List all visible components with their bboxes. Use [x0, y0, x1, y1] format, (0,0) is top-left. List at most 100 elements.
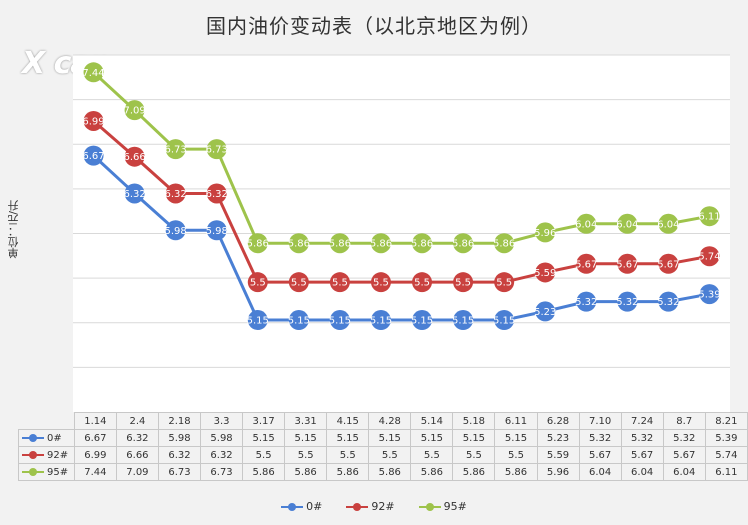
data-label: 5.15 [329, 316, 351, 327]
tick-label: 3.17 [242, 412, 286, 430]
data-point [535, 222, 556, 243]
data-label: 6.73 [206, 145, 228, 156]
table-cell: 5.15 [452, 429, 496, 447]
table-cell: 6.04 [620, 463, 664, 481]
data-point [617, 253, 638, 274]
tick-label: 8.21 [704, 412, 748, 430]
data-label: 5.67 [575, 259, 597, 270]
data-label: 5.86 [452, 239, 474, 250]
table-cell: 5.15 [326, 429, 370, 447]
table-cell: 5.5 [242, 446, 286, 464]
data-label: 6.04 [616, 219, 638, 230]
data-point [535, 262, 556, 283]
data-point [370, 233, 391, 254]
table-cell: 5.67 [620, 446, 664, 464]
table-row: 0# 6.67 6.32 5.98 5.98 5.15 5.15 5.15 5.15 5.15 5.… [18, 429, 748, 447]
table-cell: 6.11 [704, 463, 748, 481]
data-point [206, 183, 227, 204]
table-cell: 6.04 [578, 463, 622, 481]
table-cell: 5.67 [662, 446, 706, 464]
table-cell: 5.15 [284, 429, 328, 447]
data-label: 5.23 [534, 307, 556, 318]
tick-label: 5.14 [410, 412, 454, 430]
tick-label: 2.4 [115, 412, 159, 430]
data-point [370, 310, 391, 331]
data-point [124, 146, 145, 167]
data-point [658, 213, 679, 234]
tick-label: 6.28 [536, 412, 580, 430]
table-cell: 5.32 [662, 429, 706, 447]
data-point [576, 213, 597, 234]
series-name-cell: 0# [18, 429, 75, 447]
legend-key-icon [22, 433, 44, 442]
series-name: 95# [47, 466, 69, 478]
data-table: 1.14 2.4 2.18 3.3 3.17 3.31 4.15 4.28 5.14 5.18 6.… [18, 412, 748, 481]
data-label: 5.74 [698, 252, 720, 263]
legend-label: 0# [306, 500, 323, 513]
table-cell: 5.59 [536, 446, 580, 464]
table-cell: 6.66 [115, 446, 159, 464]
data-point [83, 110, 104, 131]
data-label: 6.11 [698, 212, 720, 223]
data-point [329, 233, 350, 254]
legend-key-icon [418, 503, 441, 511]
table-cell: 5.5 [284, 446, 328, 464]
data-point [576, 291, 597, 312]
data-point [247, 233, 268, 254]
table-cell: 5.86 [452, 463, 496, 481]
table-cell: 6.32 [115, 429, 159, 447]
data-point [576, 253, 597, 274]
data-point [658, 253, 679, 274]
legend-item: 0# [281, 500, 322, 513]
legend-label: 92# [371, 500, 395, 513]
table-cell: 5.86 [242, 463, 286, 481]
table-cell: 6.04 [662, 463, 706, 481]
data-label: 5.86 [411, 239, 433, 250]
data-label: 5.5 [373, 278, 389, 289]
data-label: 6.73 [165, 145, 187, 156]
table-cell: 5.86 [368, 463, 412, 481]
data-point [247, 310, 268, 331]
data-label: 6.99 [82, 116, 104, 127]
table-cell: 6.73 [157, 463, 202, 481]
table-cell: 5.15 [242, 429, 286, 447]
data-label: 7.44 [82, 68, 104, 79]
data-label: 5.15 [493, 316, 515, 327]
data-label: 6.32 [206, 189, 228, 200]
tick-label: 6.11 [494, 412, 538, 430]
data-point [247, 272, 268, 293]
table-cell: 5.32 [578, 429, 622, 447]
data-point [494, 233, 515, 254]
data-label: 7.09 [123, 106, 145, 117]
data-label: 5.86 [370, 239, 392, 250]
table-cell: 5.86 [410, 463, 454, 481]
data-point [453, 310, 474, 331]
table-cell: 5.5 [410, 446, 454, 464]
legend-item: 92# [346, 500, 395, 513]
tick-label: 8.7 [662, 412, 706, 430]
data-point [699, 246, 720, 267]
data-label: 5.98 [165, 226, 187, 237]
series-name-cell: 95# [18, 463, 75, 481]
data-label: 5.96 [534, 228, 556, 239]
tick-label: 5.18 [452, 412, 496, 430]
series-name: 0# [47, 432, 62, 444]
table-cell: 7.09 [115, 463, 159, 481]
tick-label: 1.14 [73, 412, 117, 430]
table-row: 95# 7.44 7.09 6.73 6.73 5.86 5.86 5.86 5.86 5.86 5… [18, 463, 748, 481]
data-label: 5.15 [452, 316, 474, 327]
data-label: 6.04 [657, 219, 679, 230]
table-cell: 5.96 [536, 463, 580, 481]
data-label: 5.98 [206, 226, 228, 237]
data-label: 5.59 [534, 268, 556, 279]
table-cell: 5.15 [494, 429, 538, 447]
data-label: 5.32 [616, 297, 638, 308]
legend-key-icon [281, 503, 304, 511]
table-cell: 5.74 [704, 446, 748, 464]
table-cell: 5.32 [620, 429, 664, 447]
data-label: 5.5 [455, 278, 471, 289]
table-header-row: 1.14 2.4 2.18 3.3 3.17 3.31 4.15 4.28 5.14 5.18 6.… [19, 412, 748, 430]
data-label: 6.04 [575, 219, 597, 230]
data-point [494, 310, 515, 331]
